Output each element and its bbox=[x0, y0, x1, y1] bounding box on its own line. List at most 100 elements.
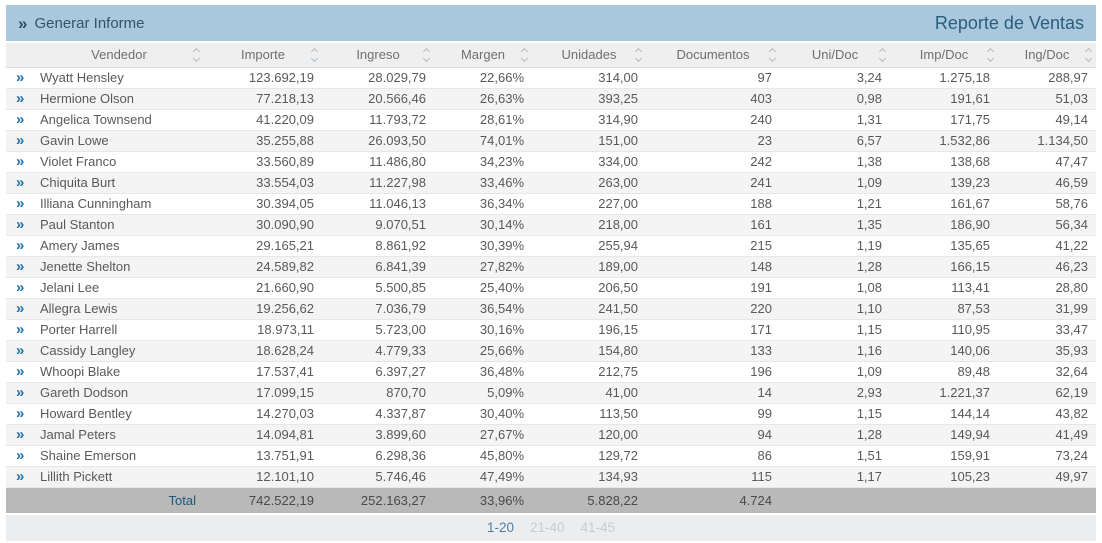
cell-unidades: 154,80 bbox=[532, 340, 646, 362]
cell-ing_doc: 58,76 bbox=[998, 193, 1096, 215]
column-header-label: Unidades bbox=[561, 47, 617, 63]
cell-imp_doc: 144,14 bbox=[890, 403, 998, 425]
cell-importe: 41.220,09 bbox=[204, 109, 322, 131]
sort-up-icon bbox=[878, 47, 887, 55]
table-row: » Porter Harrell 18.973,11 5.723,00 30,16% 19… bbox=[6, 319, 1096, 341]
column-header-label: Uni/Doc bbox=[811, 47, 859, 63]
pagination-link-1-20[interactable]: 1-20 bbox=[486, 520, 514, 535]
cell-ingreso: 26.093,50 bbox=[322, 130, 434, 152]
table-row: » Howard Bentley 14.270,03 4.337,87 30,40% 11… bbox=[6, 403, 1096, 425]
cell-ing_doc: 49,97 bbox=[998, 466, 1096, 488]
page-title: Reporte de Ventas bbox=[934, 12, 1084, 33]
table-row: » Jenette Shelton 24.589,82 6.841,39 27,82% 1… bbox=[6, 256, 1096, 278]
total-unidades: 5.828,22 bbox=[532, 487, 646, 514]
row-expand-icon[interactable]: » bbox=[16, 258, 25, 275]
cell-margen: 30,40% bbox=[434, 403, 532, 425]
column-header-ing_doc[interactable]: Ing/Doc bbox=[998, 43, 1096, 68]
row-expand-cell: » bbox=[6, 109, 34, 131]
cell-documentos: 161 bbox=[646, 214, 780, 236]
cell-ing_doc: 32,64 bbox=[998, 361, 1096, 383]
row-expand-icon[interactable]: » bbox=[16, 111, 25, 128]
sort-chevrons-icon[interactable] bbox=[192, 47, 201, 62]
cell-documentos: 242 bbox=[646, 151, 780, 173]
row-expand-icon[interactable]: » bbox=[16, 195, 25, 212]
sort-down-icon bbox=[422, 54, 431, 62]
row-expand-icon[interactable]: » bbox=[16, 384, 25, 401]
cell-ingreso: 28.029,79 bbox=[322, 67, 434, 89]
cell-uni_doc: 1,19 bbox=[780, 235, 890, 257]
column-header-vendedor[interactable]: Vendedor bbox=[34, 43, 204, 68]
cell-ingreso: 4.779,33 bbox=[322, 340, 434, 362]
sort-chevrons-icon[interactable] bbox=[1084, 47, 1093, 62]
cell-importe: 30.394,05 bbox=[204, 193, 322, 215]
top-toolbar: » Generar Informe Reporte de Ventas bbox=[6, 5, 1096, 41]
sort-chevrons-icon[interactable] bbox=[878, 47, 887, 62]
column-header-uni_doc[interactable]: Uni/Doc bbox=[780, 43, 890, 68]
row-expand-cell: » bbox=[6, 319, 34, 341]
cell-importe: 33.554,03 bbox=[204, 172, 322, 194]
row-expand-icon[interactable]: » bbox=[16, 279, 25, 296]
generate-report-button[interactable]: » Generar Informe bbox=[18, 15, 145, 32]
cell-ingreso: 11.227,98 bbox=[322, 172, 434, 194]
row-expand-icon[interactable]: » bbox=[16, 447, 25, 464]
row-expand-icon[interactable]: » bbox=[16, 300, 25, 317]
pagination-link-21-40[interactable]: 21-40 bbox=[529, 520, 565, 535]
cell-unidades: 393,25 bbox=[532, 88, 646, 110]
table-row: » Paul Stanton 30.090,90 9.070,51 30,14% 218,… bbox=[6, 214, 1096, 236]
sort-chevrons-icon[interactable] bbox=[768, 47, 777, 62]
column-header-ingreso[interactable]: Ingreso bbox=[322, 43, 434, 68]
cell-imp_doc: 89,48 bbox=[890, 361, 998, 383]
row-expand-icon[interactable]: » bbox=[16, 321, 25, 338]
cell-imp_doc: 149,94 bbox=[890, 424, 998, 446]
cell-imp_doc: 140,06 bbox=[890, 340, 998, 362]
row-expand-icon[interactable]: » bbox=[16, 468, 25, 485]
sort-chevrons-icon[interactable] bbox=[422, 47, 431, 62]
cell-uni_doc: 1,08 bbox=[780, 277, 890, 299]
cell-imp_doc: 87,53 bbox=[890, 298, 998, 320]
column-header-unidades[interactable]: Unidades bbox=[532, 43, 646, 68]
row-expand-icon[interactable]: » bbox=[16, 426, 25, 443]
table-row: » Gareth Dodson 17.099,15 870,70 5,09% 41,00 1… bbox=[6, 382, 1096, 404]
cell-importe: 21.660,90 bbox=[204, 277, 322, 299]
cell-uni_doc: 1,28 bbox=[780, 424, 890, 446]
cell-documentos: 403 bbox=[646, 88, 780, 110]
row-expand-icon[interactable]: » bbox=[16, 90, 25, 107]
row-expand-cell: » bbox=[6, 67, 34, 89]
row-expand-icon[interactable]: » bbox=[16, 153, 25, 170]
pagination-link-41-45[interactable]: 41-45 bbox=[580, 520, 616, 535]
cell-vendedor: Shaine Emerson bbox=[34, 445, 204, 467]
cell-vendedor: Illiana Cunningham bbox=[34, 193, 204, 215]
row-expand-icon[interactable]: » bbox=[16, 69, 25, 86]
row-expand-cell: » bbox=[6, 298, 34, 320]
column-header-imp_doc[interactable]: Imp/Doc bbox=[890, 43, 998, 68]
cell-vendedor: Jenette Shelton bbox=[34, 256, 204, 278]
column-header-label: Margen bbox=[460, 47, 506, 63]
row-expand-icon[interactable]: » bbox=[16, 216, 25, 233]
table-row: » Amery James 29.165,21 8.861,92 30,39% 255,9… bbox=[6, 235, 1096, 257]
table-row: » Lillith Pickett 12.101,10 5.746,46 47,49% 1… bbox=[6, 466, 1096, 488]
column-header-documentos[interactable]: Documentos bbox=[646, 43, 780, 68]
sort-chevrons-icon[interactable] bbox=[986, 47, 995, 62]
row-expand-icon[interactable]: » bbox=[16, 132, 25, 149]
cell-imp_doc: 186,90 bbox=[890, 214, 998, 236]
sort-up-icon bbox=[192, 47, 201, 55]
cell-imp_doc: 161,67 bbox=[890, 193, 998, 215]
cell-importe: 24.589,82 bbox=[204, 256, 322, 278]
column-header-importe[interactable]: Importe bbox=[204, 43, 322, 68]
row-expand-icon[interactable]: » bbox=[16, 237, 25, 254]
row-expand-icon[interactable]: » bbox=[16, 363, 25, 380]
row-expand-icon[interactable]: » bbox=[16, 405, 25, 422]
table-row: » Allegra Lewis 19.256,62 7.036,79 36,54% 241… bbox=[6, 298, 1096, 320]
cell-documentos: 188 bbox=[646, 193, 780, 215]
cell-ing_doc: 31,99 bbox=[998, 298, 1096, 320]
cell-ing_doc: 41,22 bbox=[998, 235, 1096, 257]
column-header-margen[interactable]: Margen bbox=[434, 43, 532, 68]
row-expand-icon[interactable]: » bbox=[16, 174, 25, 191]
row-expand-icon[interactable]: » bbox=[16, 342, 25, 359]
sort-chevrons-icon[interactable] bbox=[310, 47, 319, 62]
cell-unidades: 206,50 bbox=[532, 277, 646, 299]
sort-chevrons-icon[interactable] bbox=[520, 47, 529, 62]
cell-unidades: 151,00 bbox=[532, 130, 646, 152]
sort-chevrons-icon[interactable] bbox=[634, 47, 643, 62]
